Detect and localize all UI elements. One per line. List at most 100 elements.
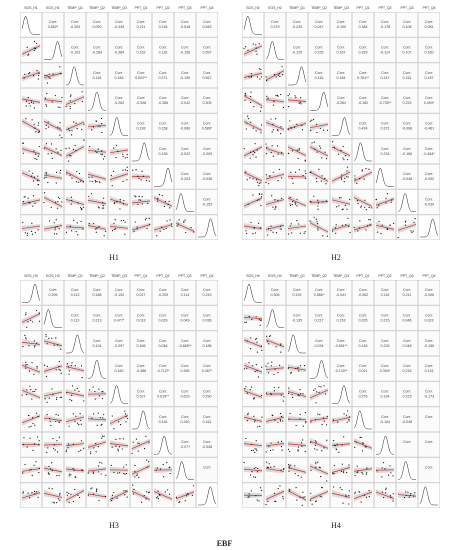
scatter-point — [410, 230, 412, 232]
cell — [64, 305, 86, 331]
cell — [308, 88, 330, 114]
scatter-point — [260, 107, 262, 109]
scatter-point — [113, 201, 116, 203]
scatter-point — [277, 130, 279, 132]
scatter-point — [72, 148, 75, 150]
cell — [418, 37, 440, 63]
scatter-point — [253, 397, 255, 399]
density-curve — [22, 283, 41, 303]
column-header: PPT_Q1 — [356, 6, 369, 10]
scatter-point — [279, 420, 282, 422]
scatter-point — [343, 159, 345, 161]
corr-value: 0.116 — [159, 50, 168, 54]
scatter-point — [340, 470, 343, 473]
cell — [174, 381, 196, 407]
column-header: TEMP_Q1 — [289, 274, 305, 278]
corr-value: 0.240 — [181, 420, 190, 424]
scatter-point — [60, 348, 62, 350]
scatter-point — [51, 388, 53, 390]
scatter-point — [260, 489, 263, 492]
scatter-point — [113, 147, 115, 149]
cell — [308, 37, 330, 63]
scatter-point — [92, 471, 94, 473]
scatter-point — [38, 467, 40, 469]
scatter-point — [365, 168, 367, 170]
scatter-point — [256, 471, 259, 473]
scatter-point — [269, 335, 271, 338]
corr-label: Corr: — [203, 440, 211, 444]
scatter-point — [252, 127, 254, 129]
scatter-point — [354, 175, 356, 177]
scatter-point — [49, 417, 51, 420]
column-header: TEMP_Q3 — [111, 274, 127, 278]
column-header: TEMP_Q3 — [333, 6, 349, 10]
scatter-point — [384, 468, 386, 470]
confidence-band — [354, 194, 372, 209]
scatter-point — [265, 503, 267, 506]
scatter-point — [255, 130, 257, 132]
scatter-point — [74, 103, 76, 105]
scatter-point — [272, 171, 274, 173]
scatter-point — [163, 228, 165, 231]
scatter-point — [358, 491, 361, 493]
scatter-point — [44, 398, 46, 400]
scatter-point — [23, 196, 25, 198]
scatter-point — [248, 493, 250, 495]
scatter-point — [101, 462, 103, 464]
scatter-point — [36, 42, 38, 44]
corr-label: Corr: — [203, 364, 211, 368]
scatter-point — [311, 142, 313, 144]
scatter-point — [301, 504, 303, 506]
cell — [108, 88, 130, 114]
column-header: PPT_Q2 — [378, 274, 391, 278]
scatter-point — [297, 394, 299, 396]
density-curve — [332, 385, 351, 404]
scatter-point — [249, 389, 251, 391]
corr-label: Corr: — [115, 339, 123, 343]
fit-line — [21, 313, 41, 323]
scatter-point — [280, 197, 283, 199]
corr-value: 0.023 — [425, 318, 434, 322]
scatter-point — [56, 226, 58, 228]
scatter-point — [73, 219, 75, 221]
scatter-point — [98, 226, 100, 228]
scatter-point — [61, 201, 63, 203]
cell — [130, 12, 152, 38]
cell — [196, 12, 218, 38]
scatter-point — [28, 102, 30, 105]
scatter-point — [126, 153, 128, 156]
scatter-point — [315, 402, 317, 404]
cell — [330, 12, 352, 38]
corr-label: Corr: — [293, 45, 301, 49]
scatter-point — [269, 449, 272, 452]
scatter-point — [261, 193, 263, 195]
cell — [396, 189, 418, 215]
scatter-point — [249, 474, 252, 476]
corr-label: Corr: — [425, 389, 433, 393]
scatter-point — [275, 207, 277, 209]
scatter-point — [247, 49, 249, 51]
scatter-point — [179, 501, 181, 503]
scatter-point — [249, 151, 252, 153]
corr-label: Corr: — [203, 339, 211, 343]
scatter-point — [287, 128, 289, 130]
cell — [196, 406, 218, 432]
cell — [286, 280, 308, 306]
fit-line — [309, 491, 329, 500]
fit-line — [153, 491, 173, 500]
corr-value: 0.184 — [337, 76, 346, 80]
scatter-point — [96, 489, 98, 491]
scatter-point — [310, 201, 312, 203]
corr-label: Corr: — [203, 45, 211, 49]
cell — [152, 280, 174, 306]
corr-label: Corr: — [181, 415, 189, 419]
scatter-point — [71, 134, 73, 136]
scatter-point — [281, 177, 283, 179]
scatter-point — [273, 465, 275, 468]
scatter-point — [68, 475, 70, 477]
scatter-point — [44, 364, 46, 366]
scatter-point — [58, 228, 60, 230]
scatter-point — [325, 200, 327, 202]
fit-line — [243, 443, 263, 447]
scatter-point — [256, 351, 259, 353]
